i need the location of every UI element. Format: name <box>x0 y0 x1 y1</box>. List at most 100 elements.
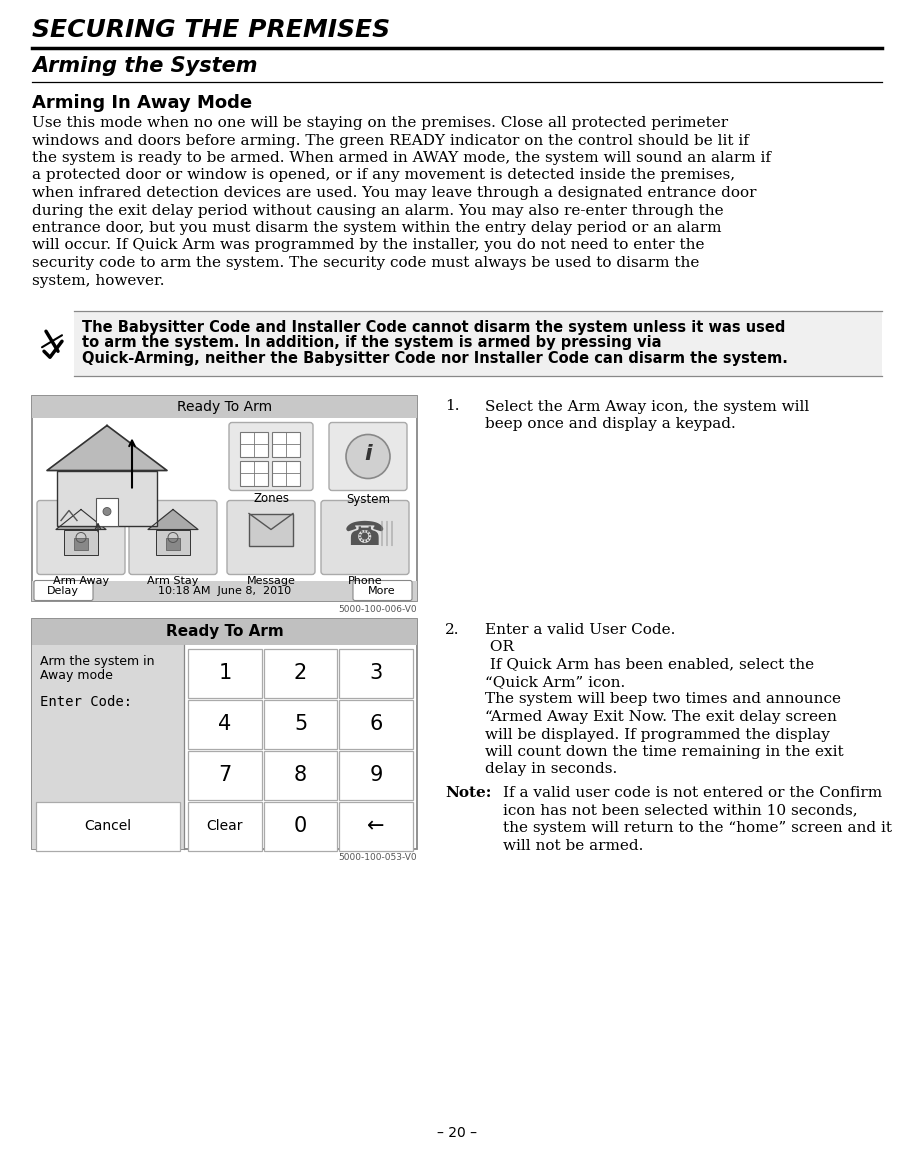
Text: will count down the time remaining in the exit: will count down the time remaining in th… <box>485 745 844 759</box>
Text: system, however.: system, however. <box>32 273 165 288</box>
Text: i: i <box>364 445 372 464</box>
Text: Arming the System: Arming the System <box>32 56 258 76</box>
Text: entrance door, but you must disarm the system within the entry delay period or a: entrance door, but you must disarm the s… <box>32 221 721 235</box>
Bar <box>272 461 300 485</box>
Text: Note:: Note: <box>445 786 492 799</box>
Text: 6: 6 <box>369 714 383 734</box>
Bar <box>263 699 337 749</box>
Text: 5: 5 <box>294 714 307 734</box>
Bar <box>32 619 417 644</box>
Text: will be displayed. If programmed the display: will be displayed. If programmed the dis… <box>485 728 830 742</box>
Bar <box>188 802 261 850</box>
Text: 5000-100-006-V0: 5000-100-006-V0 <box>338 605 417 614</box>
Text: Enter a valid User Code.: Enter a valid User Code. <box>485 622 675 637</box>
Text: 2: 2 <box>294 664 307 683</box>
Bar <box>74 538 88 550</box>
Text: ☎: ☎ <box>345 520 386 552</box>
Bar <box>64 530 98 554</box>
Bar <box>32 644 184 849</box>
Text: System: System <box>346 493 390 506</box>
Text: delay in seconds.: delay in seconds. <box>485 763 617 776</box>
Bar <box>188 699 261 749</box>
Text: beep once and display a keypad.: beep once and display a keypad. <box>485 417 736 431</box>
FancyBboxPatch shape <box>229 423 313 491</box>
Text: Ready To Arm: Ready To Arm <box>165 624 283 639</box>
Text: Away mode: Away mode <box>40 668 112 682</box>
Text: a protected door or window is opened, or if any movement is detected inside the : a protected door or window is opened, or… <box>32 168 735 182</box>
Text: Zones: Zones <box>253 493 289 506</box>
Bar <box>96 498 118 525</box>
Text: 1.: 1. <box>445 400 460 414</box>
Bar <box>263 649 337 697</box>
Bar <box>249 514 293 546</box>
Bar <box>240 461 268 485</box>
Text: to arm the system. In addition, if the system is armed by pressing via: to arm the system. In addition, if the s… <box>82 335 662 350</box>
Circle shape <box>103 508 111 515</box>
Text: Use this mode when no one will be staying on the premises. Close all protected p: Use this mode when no one will be stayin… <box>32 116 728 130</box>
Bar <box>263 750 337 799</box>
Text: icon has not been selected within 10 seconds,: icon has not been selected within 10 sec… <box>503 803 857 818</box>
Polygon shape <box>56 509 106 530</box>
Text: 9: 9 <box>369 765 383 785</box>
Text: If Quick Arm has been enabled, select the: If Quick Arm has been enabled, select th… <box>485 658 814 672</box>
Text: Arm Stay: Arm Stay <box>147 576 198 586</box>
Text: during the exit delay period without causing an alarm. You may also re-enter thr: during the exit delay period without cau… <box>32 204 724 218</box>
Text: Arm the system in: Arm the system in <box>40 654 154 667</box>
Text: will not be armed.: will not be armed. <box>503 839 643 852</box>
Text: OR: OR <box>485 641 514 654</box>
Bar <box>156 530 190 554</box>
Text: Message: Message <box>247 576 295 586</box>
Text: – 20 –: – 20 – <box>437 1126 477 1140</box>
Text: will occur. If Quick Arm was programmed by the installer, you do not need to ent: will occur. If Quick Arm was programmed … <box>32 238 705 252</box>
Text: when infrared detection devices are used. You may leave through a designated ent: when infrared detection devices are used… <box>32 185 757 200</box>
Bar <box>32 581 417 600</box>
FancyBboxPatch shape <box>329 423 407 491</box>
Text: More: More <box>368 585 396 596</box>
Bar <box>339 699 413 749</box>
FancyBboxPatch shape <box>353 581 412 600</box>
Bar <box>339 802 413 850</box>
Bar <box>32 619 417 849</box>
FancyBboxPatch shape <box>34 581 93 600</box>
Text: 4: 4 <box>218 714 231 734</box>
Bar <box>339 649 413 697</box>
Text: Quick-Arming, neither the Babysitter Code nor Installer Code can disarm the syst: Quick-Arming, neither the Babysitter Cod… <box>82 351 788 366</box>
Text: 10:18 AM  June 8,  2010: 10:18 AM June 8, 2010 <box>158 585 291 596</box>
Text: The Babysitter Code and Installer Code cannot disarm the system unless it was us: The Babysitter Code and Installer Code c… <box>82 320 785 335</box>
Text: If a valid user code is not entered or the Confirm: If a valid user code is not entered or t… <box>503 786 882 799</box>
Text: Phone: Phone <box>347 576 382 586</box>
FancyBboxPatch shape <box>321 500 409 575</box>
Text: Select the Arm Away icon, the system will: Select the Arm Away icon, the system wil… <box>485 400 809 414</box>
Text: “Armed Away Exit Now. The exit delay screen: “Armed Away Exit Now. The exit delay scr… <box>485 710 837 723</box>
Text: Clear: Clear <box>207 819 243 833</box>
Text: 3: 3 <box>369 664 383 683</box>
Text: Enter Code:: Enter Code: <box>40 695 133 708</box>
Polygon shape <box>148 509 198 530</box>
Text: The system will beep two times and announce: The system will beep two times and annou… <box>485 692 841 706</box>
FancyBboxPatch shape <box>37 500 125 575</box>
Bar <box>188 750 261 799</box>
Text: windows and doors before arming. The green READY indicator on the control should: windows and doors before arming. The gre… <box>32 134 749 147</box>
FancyBboxPatch shape <box>129 500 217 575</box>
Text: Ready To Arm: Ready To Arm <box>177 400 272 414</box>
Text: 5000-100-053-V0: 5000-100-053-V0 <box>338 852 417 862</box>
Bar <box>339 750 413 799</box>
Bar <box>36 802 180 850</box>
Text: 1: 1 <box>218 664 231 683</box>
Text: ←: ← <box>367 816 385 836</box>
Bar <box>272 432 300 456</box>
Text: Arming In Away Mode: Arming In Away Mode <box>32 94 252 112</box>
Text: Cancel: Cancel <box>84 819 132 833</box>
Text: security code to arm the system. The security code must always be used to disarm: security code to arm the system. The sec… <box>32 256 699 270</box>
Bar <box>74 311 882 376</box>
Text: “Quick Arm” icon.: “Quick Arm” icon. <box>485 675 625 689</box>
Bar <box>32 395 417 600</box>
Bar <box>32 395 417 417</box>
Text: SECURING THE PREMISES: SECURING THE PREMISES <box>32 18 390 41</box>
Text: Arm Away: Arm Away <box>53 576 109 586</box>
Text: 7: 7 <box>218 765 231 785</box>
Text: the system is ready to be armed. When armed in AWAY mode, the system will sound : the system is ready to be armed. When ar… <box>32 151 771 165</box>
Bar <box>240 432 268 456</box>
Bar <box>263 802 337 850</box>
Text: Delay: Delay <box>47 585 79 596</box>
